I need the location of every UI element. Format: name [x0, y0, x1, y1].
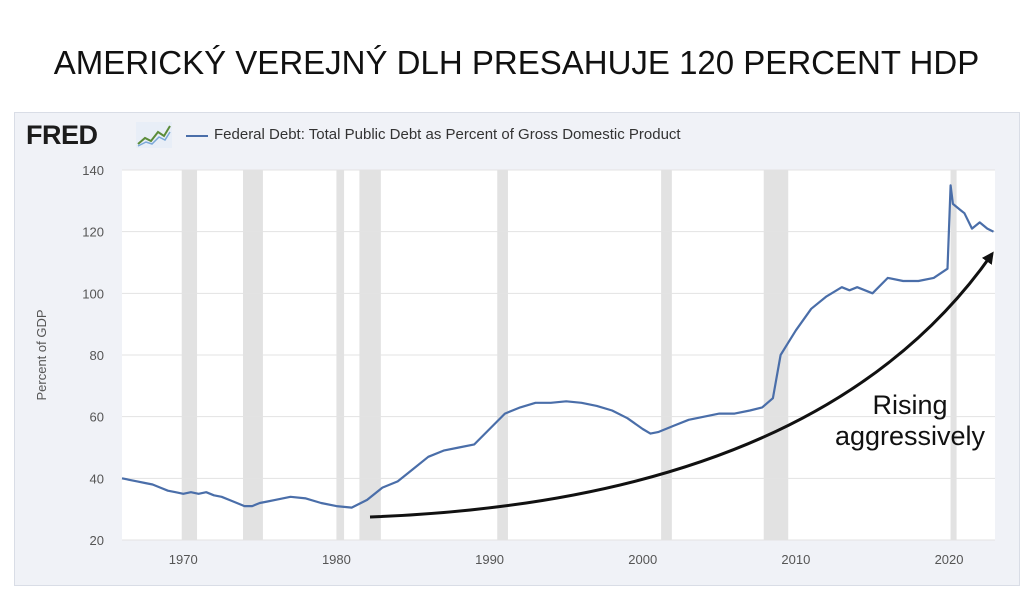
- legend-series-label: Federal Debt: Total Public Debt as Perce…: [214, 126, 681, 143]
- x-tick-label: 2010: [781, 552, 810, 567]
- annotation-line-2: aggressively: [834, 421, 986, 451]
- y-tick-label: 20: [90, 533, 104, 548]
- annotation-line-1: Rising: [872, 390, 948, 420]
- annotation-text: Rising aggressively: [830, 390, 990, 452]
- page-headline: AMERICKÝ VEREJNÝ DLH PRESAHUJE 120 PERCE…: [53, 44, 980, 81]
- y-tick-label: 80: [90, 348, 104, 363]
- y-tick-label: 60: [90, 410, 104, 425]
- legend-series-swatch: [186, 135, 208, 137]
- y-tick-label: 140: [82, 163, 104, 178]
- y-axis-label: Percent of GDP: [34, 309, 49, 400]
- x-tick-label: 2000: [628, 552, 657, 567]
- fred-logo-graph-icon: [136, 122, 172, 148]
- y-tick-label: 100: [82, 286, 104, 301]
- x-tick-label: 1970: [169, 552, 198, 567]
- debt-series-line: [121, 184, 994, 509]
- y-tick-label: 120: [82, 225, 104, 240]
- y-tick-label: 40: [90, 471, 104, 486]
- x-tick-label: 1990: [475, 552, 504, 567]
- x-tick-label: 2020: [935, 552, 964, 567]
- fred-logo: FRED: [26, 120, 98, 150]
- x-tick-label: 1980: [322, 552, 351, 567]
- trend-arrow: [369, 251, 994, 519]
